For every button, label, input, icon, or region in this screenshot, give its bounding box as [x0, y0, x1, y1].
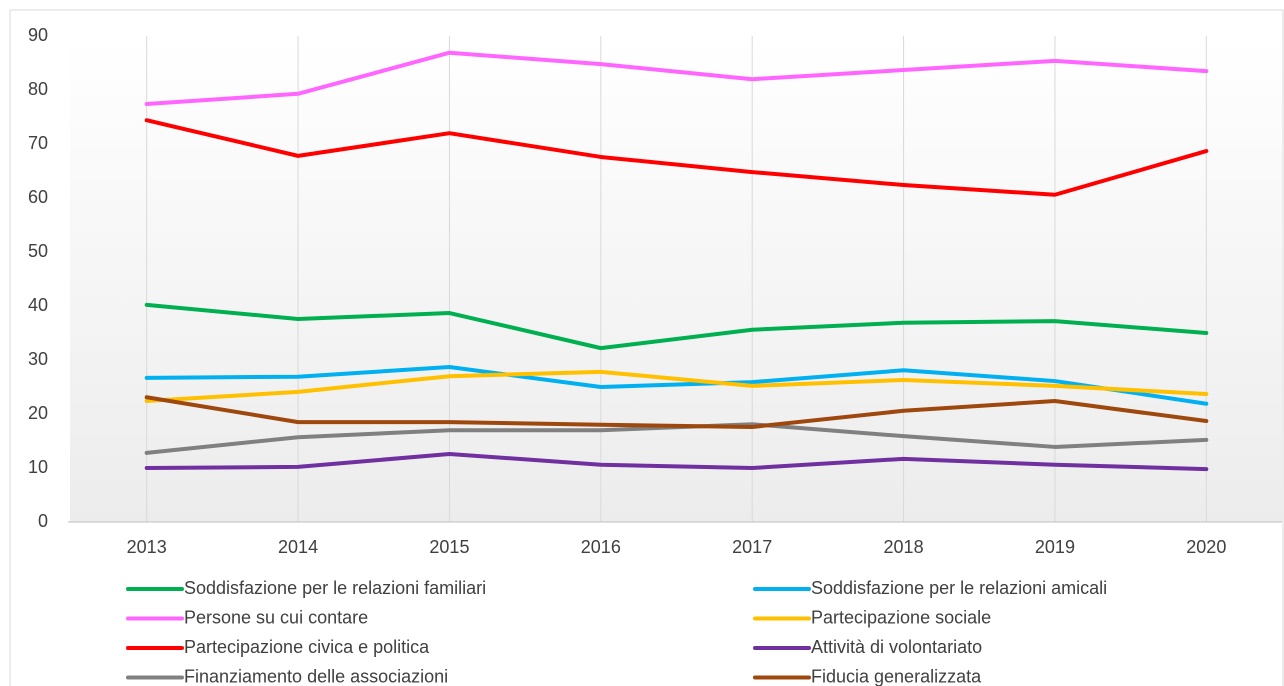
series-line [144, 451, 1209, 472]
series-line [144, 365, 1209, 406]
legend-label: Fiducia generalizzata [811, 666, 982, 686]
y-tick-label: 60 [28, 187, 48, 207]
series-line [144, 50, 1209, 107]
legend-label: Soddisfazione per le relazioni amicali [811, 578, 1107, 598]
series-line [144, 395, 1209, 429]
legend-label: Partecipazione civica e politica [184, 637, 430, 657]
legend-label: Attività di volontariato [811, 637, 982, 657]
x-tick-label: 2019 [1035, 537, 1075, 557]
legend-label: Partecipazione sociale [811, 607, 991, 627]
x-tick-label: 2015 [429, 537, 469, 557]
y-tick-label: 80 [28, 79, 48, 99]
y-tick-label: 40 [28, 295, 48, 315]
x-tick-label: 2013 [127, 537, 167, 557]
series-line [144, 302, 1209, 351]
y-tick-label: 10 [28, 457, 48, 477]
x-tick-label: 2016 [581, 537, 621, 557]
plot-area [70, 36, 1282, 522]
y-tick-label: 20 [28, 403, 48, 423]
chart-frame [9, 9, 1284, 686]
legend-label: Finanziamento delle associazioni [184, 666, 448, 686]
x-tick-label: 2020 [1186, 537, 1226, 557]
x-tick-label: 2014 [278, 537, 318, 557]
legend-label: Persone su cui contare [184, 607, 368, 627]
y-tick-label: 0 [38, 511, 48, 531]
y-tick-label: 90 [28, 25, 48, 45]
legend-label: Soddisfazione per le relazioni familiari [184, 578, 486, 598]
x-tick-label: 2018 [884, 537, 924, 557]
y-tick-label: 70 [28, 133, 48, 153]
x-tick-label: 2017 [732, 537, 772, 557]
series-line [144, 118, 1209, 197]
series-line [144, 369, 1209, 404]
y-tick-label: 30 [28, 349, 48, 369]
y-tick-label: 50 [28, 241, 48, 261]
